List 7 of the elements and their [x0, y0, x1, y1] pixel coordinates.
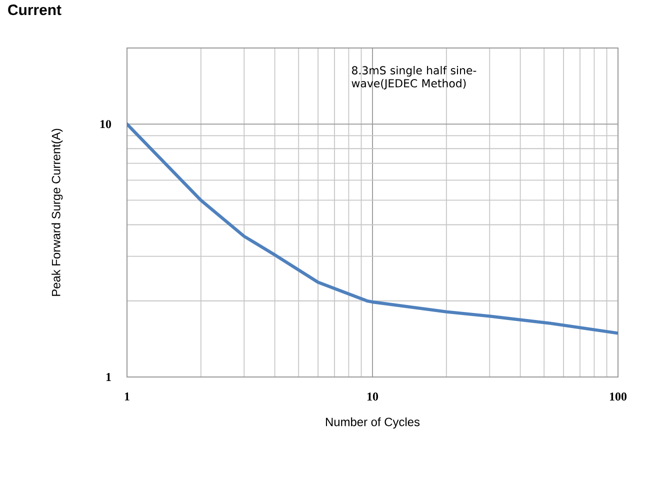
- x-tick-label: 100: [610, 392, 627, 401]
- annotation: 8.3mS single half sine-wave(JEDEC Method): [352, 66, 476, 90]
- chart-title: Current: [8, 4, 62, 16]
- x-tick-label: 10: [367, 392, 378, 401]
- x-axis-title: Number of Cycles: [326, 417, 420, 429]
- x-tick-label: 1: [124, 392, 130, 400]
- y-axis-title: Peak Forward Surge Current(A): [52, 128, 63, 296]
